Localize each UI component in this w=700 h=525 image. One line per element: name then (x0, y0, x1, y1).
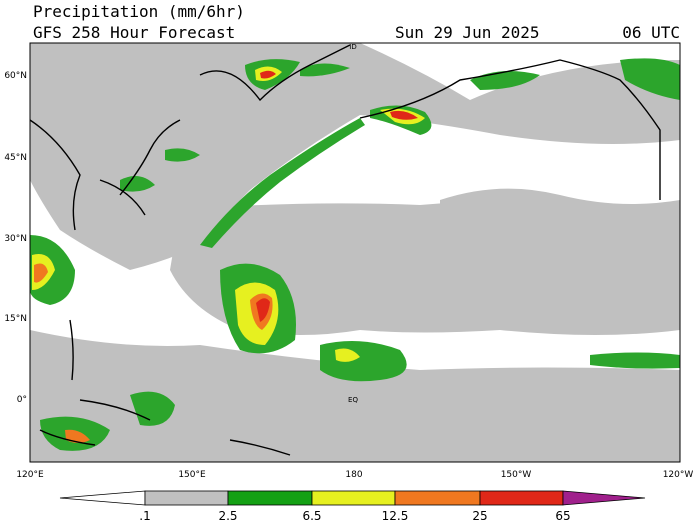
colorbar-segment (394, 490, 481, 506)
coastline (39, 319, 291, 456)
map-frame (29, 42, 681, 463)
annotation: ID (349, 43, 356, 51)
lon-label: 120°E (16, 470, 44, 480)
coastline (199, 44, 661, 200)
lat-label: 45°N (4, 153, 27, 163)
lat-label: 15°N (4, 314, 27, 324)
time: 06 UTC (622, 23, 680, 42)
title: Precipitation (mm/6hr) (33, 2, 245, 21)
colorbar-label: 6.5 (302, 509, 321, 523)
precip-area (335, 348, 360, 362)
precip-area (34, 263, 48, 283)
lat-labels: 60°N 45°N 30°N 15°N 0° (4, 71, 27, 405)
forecast-label: GFS 258 Hour Forecast (33, 23, 235, 42)
precip-area (170, 201, 680, 335)
lon-label: 180 (345, 470, 362, 480)
colorbar-label: .1 (139, 509, 150, 523)
precip-area (590, 352, 680, 369)
colorbar-label: 2.5 (218, 509, 237, 523)
precip-area (260, 70, 276, 79)
lon-label: 120°W (663, 470, 694, 480)
colorbar-segment (227, 490, 313, 506)
lon-label: 150°E (178, 470, 206, 480)
precip-area (256, 298, 270, 322)
precip-area (30, 330, 680, 462)
precip-area (620, 58, 680, 100)
colorbar-labels: .1 2.5 6.5 12.5 25 65 (139, 509, 570, 523)
lat-label: 60°N (4, 71, 27, 81)
precip-area (130, 391, 175, 426)
colorbar-segment (59, 490, 146, 506)
precip-area (120, 176, 155, 192)
precip-area (440, 188, 680, 235)
colorbar-segment (144, 490, 229, 506)
colorbar-segment (562, 490, 646, 506)
colorbar (59, 490, 646, 506)
colorbar-label: 25 (472, 509, 487, 523)
lon-label: 150°W (501, 470, 532, 480)
colorbar-segment (479, 490, 564, 506)
colorbar-segment (311, 490, 396, 506)
date: Sun 29 Jun 2025 (395, 23, 540, 42)
coastline (29, 119, 181, 231)
colorbar-label: 65 (555, 509, 570, 523)
lat-label: 0° (17, 395, 27, 405)
precip-area (65, 429, 90, 443)
precip-area (300, 63, 350, 77)
lat-label: 30°N (4, 234, 27, 244)
precip-area (165, 148, 200, 162)
lon-labels: 120°E 150°E 180 150°W 120°W (16, 470, 693, 480)
precip-area (390, 110, 418, 120)
map-field (29, 42, 681, 463)
annotation: EQ (348, 396, 358, 404)
precip-area (200, 118, 365, 248)
colorbar-label: 12.5 (382, 509, 409, 523)
